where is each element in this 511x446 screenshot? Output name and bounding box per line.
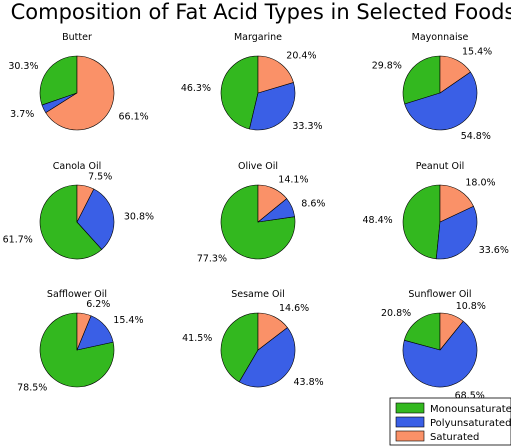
slice-label-saturated: 66.1% [119,111,149,122]
legend-label-monounsaturated: Monounsaturated [430,404,511,415]
slice-label-polyunsaturated: 54.8% [461,131,491,142]
slice-monounsaturated [402,55,441,105]
legend-swatch-polyunsaturated [395,416,425,428]
slice-label-monounsaturated: 30.3% [8,61,38,72]
pie-title: Sunflower Oil [408,289,471,300]
slice-monounsaturated [39,184,103,260]
pie-title: Safflower Oil [47,289,107,300]
slice-saturated [76,184,95,223]
slice-label-monounsaturated: 77.3% [197,253,227,264]
pie-mayonnaise: Mayonnaise 29.8% 54.8% 15.4% [372,32,492,142]
slice-saturated [257,312,288,351]
slice-saturated [439,55,471,94]
pie-sesame-oil: Sesame Oil 41.5% 43.8% 14.6% [182,289,324,388]
slice-saturated [439,184,474,223]
slice-label-polyunsaturated: 43.8% [294,377,324,388]
slice-label-saturated: 7.5% [88,171,112,182]
pie-title: Sesame Oil [231,289,285,300]
slice-label-saturated: 14.6% [279,303,309,314]
slice-polyunsaturated [402,320,478,388]
slice-monounsaturated [220,184,296,260]
pie-panels: Butter 30.3% 3.7% 66.1% Margarine 46.3% 33.3% 2… [3,32,509,402]
slice-label-monounsaturated: 78.5% [17,382,47,393]
pie-margarine: Margarine 46.3% 33.3% 20.4% [181,32,323,132]
slice-label-polyunsaturated: 33.6% [479,245,509,256]
slice-label-saturated: 14.1% [278,175,308,186]
slice-label-monounsaturated: 46.3% [181,83,211,94]
slice-monounsaturated [220,55,259,130]
pie-title: Margarine [234,32,282,43]
slice-monounsaturated [39,55,78,106]
legend: Monounsaturated Polyunsaturated Saturated [389,397,511,446]
slice-label-saturated: 20.4% [286,51,316,62]
slice-label-monounsaturated: 20.8% [381,308,411,319]
slice-polyunsaturated [238,327,296,388]
chart-title: Composition of Fat Acid Types in Selecte… [11,0,511,24]
slice-monounsaturated [403,312,441,351]
slice-label-polyunsaturated: 68.5% [455,391,485,402]
slice-label-polyunsaturated: 3.7% [10,109,34,120]
pie-butter: Butter 30.3% 3.7% 66.1% [8,32,149,131]
slice-monounsaturated [402,184,441,260]
pie-olive-oil: Olive Oil 77.3% 8.6% 14.1% [197,161,326,264]
slice-polyunsaturated [249,82,296,131]
pie-safflower-oil: Safflower Oil 78.5% 15.4%6.2% [17,289,143,393]
slice-label-polyunsaturated: 33.3% [292,121,322,132]
pie-title: Peanut Oil [416,161,465,172]
slice-saturated [76,312,92,351]
legend-label-polyunsaturated: Polyunsaturated [430,418,511,429]
slice-label-polyunsaturated: 8.6% [301,198,325,209]
pie-canola-oil: Canola Oil 61.7% 30.8% 7.5% [3,161,154,260]
pie-title: Mayonnaise [412,32,469,43]
pie-peanut-oil: Peanut Oil 48.4% 33.6% 18.0% [363,161,509,260]
slice-saturated [257,55,294,94]
slice-polyunsaturated [435,205,478,260]
slice-label-monounsaturated: 48.4% [363,215,393,226]
slice-label-saturated: 18.0% [465,178,495,189]
pie-sunflower-oil: Sunflower Oil 20.8% 68.5% 10.8% [381,289,486,402]
slice-polyunsaturated [404,71,478,131]
pie-title: Olive Oil [238,161,278,172]
slice-saturated [257,184,287,223]
slice-label-polyunsaturated: 30.8% [124,211,154,222]
slice-label-polyunsaturated: 15.4% [113,315,143,326]
slice-saturated [439,312,464,351]
slice-label-monounsaturated: 61.7% [3,235,33,246]
slice-label-saturated: 6.2% [86,299,110,310]
legend-swatch-monounsaturated [395,402,425,414]
legend-swatch-saturated [395,430,425,442]
pie-title: Canola Oil [53,161,102,172]
slice-label-saturated: 10.8% [456,301,486,312]
slice-label-monounsaturated: 41.5% [182,333,212,344]
slice-monounsaturated [220,312,259,383]
slice-saturated [45,55,115,131]
pie-title: Butter [62,32,92,43]
slice-label-monounsaturated: 29.8% [372,60,402,71]
slice-label-saturated: 15.4% [462,47,492,58]
legend-label-saturated: Saturated [430,432,479,443]
